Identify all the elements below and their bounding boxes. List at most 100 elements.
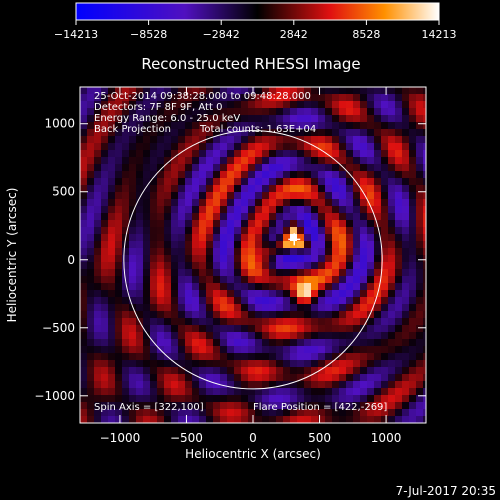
heatmap-cell xyxy=(353,220,361,228)
heatmap-cell xyxy=(192,206,200,214)
heatmap-cell xyxy=(143,388,151,396)
heatmap-cell xyxy=(122,171,130,179)
heatmap-cell xyxy=(108,150,116,158)
heatmap-cell xyxy=(374,346,382,354)
heatmap-cell xyxy=(360,311,368,319)
heatmap-cell xyxy=(311,374,319,382)
heatmap-cell xyxy=(353,101,361,109)
heatmap-cell xyxy=(360,164,368,172)
heatmap-cell xyxy=(241,108,249,116)
heatmap-cell xyxy=(199,325,207,333)
heatmap-cell xyxy=(381,178,389,186)
heatmap-cell xyxy=(234,297,242,305)
heatmap-cell xyxy=(325,185,333,193)
heatmap-cell xyxy=(115,388,123,396)
heatmap-cell xyxy=(381,108,389,116)
heatmap-cell xyxy=(192,227,200,235)
heatmap-cell xyxy=(388,150,396,158)
heatmap-cell xyxy=(402,199,410,207)
heatmap-cell xyxy=(178,325,186,333)
heatmap-cell xyxy=(80,402,88,410)
heatmap-cell xyxy=(325,388,333,396)
heatmap-cell xyxy=(269,402,277,410)
heatmap-cell xyxy=(388,360,396,368)
heatmap-cell xyxy=(276,227,284,235)
heatmap-cell xyxy=(290,143,298,151)
heatmap-cell xyxy=(122,409,130,417)
heatmap-cell xyxy=(304,136,312,144)
heatmap-cell xyxy=(150,290,158,298)
heatmap-cell xyxy=(220,332,228,340)
heatmap-cell xyxy=(164,101,172,109)
heatmap-cell xyxy=(255,367,263,375)
heatmap-cell xyxy=(346,283,354,291)
heatmap-cell xyxy=(311,325,319,333)
heatmap-cell xyxy=(80,367,88,375)
heatmap-cell xyxy=(416,122,424,130)
heatmap-cell xyxy=(171,276,179,284)
heatmap-cell xyxy=(108,318,116,326)
heatmap-cell xyxy=(199,262,207,270)
heatmap-cell xyxy=(150,276,158,284)
heatmap-cell xyxy=(395,304,403,312)
heatmap-cell xyxy=(171,283,179,291)
heatmap-cell xyxy=(108,94,116,102)
heatmap-cell xyxy=(325,129,333,137)
heatmap-cell xyxy=(115,395,123,403)
heatmap-cell xyxy=(234,332,242,340)
heatmap-cell xyxy=(339,395,347,403)
heatmap-cell xyxy=(339,374,347,382)
heatmap-cell xyxy=(346,374,354,382)
heatmap-cell xyxy=(402,248,410,256)
heatmap-cell xyxy=(269,136,277,144)
heatmap-cell xyxy=(80,297,88,305)
heatmap-cell xyxy=(164,283,172,291)
heatmap-cell xyxy=(129,395,137,403)
heatmap-cell xyxy=(206,290,214,298)
heatmap-cell xyxy=(157,178,165,186)
heatmap-cell xyxy=(227,283,235,291)
heatmap-cell xyxy=(262,304,270,312)
heatmap-cell xyxy=(157,234,165,242)
heatmap-cell xyxy=(101,339,109,347)
colorbar-tick-label: 2842 xyxy=(280,28,308,41)
heatmap-cell xyxy=(234,409,242,417)
heatmap-cell xyxy=(87,115,95,123)
heatmap-cell xyxy=(157,367,165,375)
heatmap-cell xyxy=(143,178,151,186)
heatmap-cell xyxy=(269,304,277,312)
heatmap-cell xyxy=(353,227,361,235)
heatmap-cell xyxy=(360,94,368,102)
heatmap-cell xyxy=(374,318,382,326)
heatmap-cell xyxy=(115,409,123,417)
heatmap-cell xyxy=(339,269,347,277)
heatmap-cell xyxy=(122,374,130,382)
heatmap-cell xyxy=(185,206,193,214)
heatmap-cell xyxy=(269,276,277,284)
heatmap-cell xyxy=(353,94,361,102)
heatmap-cell xyxy=(402,101,410,109)
heatmap-cell xyxy=(108,143,116,151)
heatmap-cell xyxy=(339,255,347,263)
heatmap-cell xyxy=(416,339,424,347)
heatmap-cell xyxy=(157,297,165,305)
heatmap-cell xyxy=(157,409,165,417)
heatmap-cell xyxy=(318,178,326,186)
heatmap-cell xyxy=(297,199,305,207)
heatmap-cell xyxy=(150,318,158,326)
heatmap-cell xyxy=(101,269,109,277)
heatmap-cell xyxy=(276,108,284,116)
heatmap-cell xyxy=(234,164,242,172)
heatmap-cell xyxy=(325,171,333,179)
heatmap-cell xyxy=(297,332,305,340)
heatmap-cell xyxy=(423,87,426,95)
heatmap-cell xyxy=(150,388,158,396)
heatmap-cell xyxy=(164,311,172,319)
heatmap-cell xyxy=(115,157,123,165)
heatmap-cell xyxy=(234,87,242,95)
heatmap-cell xyxy=(346,395,354,403)
heatmap-cell xyxy=(94,276,102,284)
heatmap-cell xyxy=(325,318,333,326)
heatmap-cell xyxy=(297,416,305,423)
heatmap-cell xyxy=(290,94,298,102)
